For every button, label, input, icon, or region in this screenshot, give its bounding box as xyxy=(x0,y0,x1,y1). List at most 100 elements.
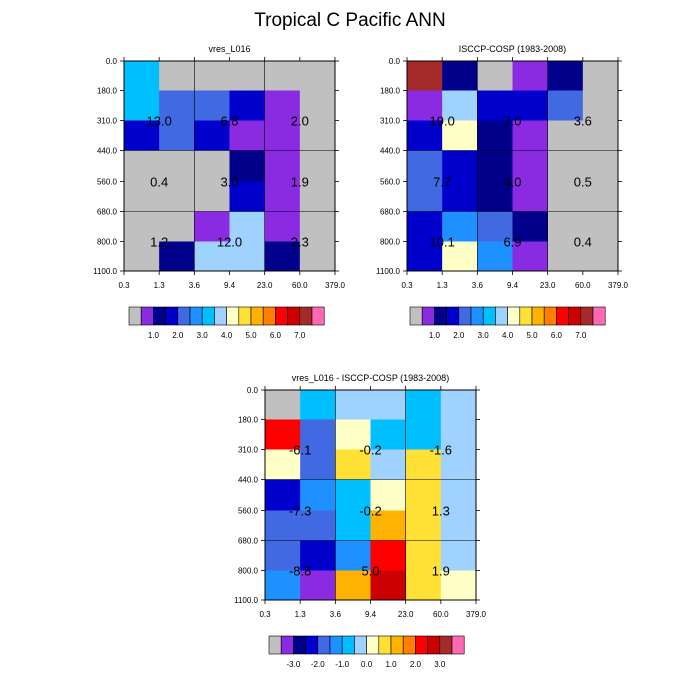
cell-annotation: 1.9 xyxy=(291,175,309,190)
colorbar-swatch xyxy=(451,635,465,655)
colorbar-label: 0.0 xyxy=(361,660,373,669)
colorbar-swatch xyxy=(366,635,380,655)
panel-title: vres_L016 - ISCCP-COSP (1983-2008) xyxy=(292,373,449,383)
x-tick-label: 23.0 xyxy=(540,281,556,290)
cell-annotation: 0.4 xyxy=(574,235,592,250)
heatmap-cell xyxy=(442,90,478,121)
heatmap-cell xyxy=(547,241,584,272)
heatmap-cell xyxy=(229,120,265,151)
heatmap-cell xyxy=(547,211,584,242)
heatmap-cell xyxy=(229,241,265,272)
y-tick-label: 0.0 xyxy=(106,57,118,66)
heatmap-cell xyxy=(300,540,336,571)
colorbar-label: -3.0 xyxy=(287,660,301,669)
heatmap-cell xyxy=(194,150,230,182)
heatmap-cell xyxy=(264,181,301,212)
heatmap-cell xyxy=(124,211,160,242)
heatmap-cell xyxy=(299,61,336,91)
heatmap-cell xyxy=(370,449,406,480)
heatmap-cell xyxy=(547,90,584,121)
cell-annotation: 7.0 xyxy=(503,114,521,129)
heatmap-cell xyxy=(477,211,513,242)
cell-annotation: 3.6 xyxy=(574,114,592,129)
cell-annotation: 2.3 xyxy=(291,235,309,250)
heatmap-cell xyxy=(442,241,478,272)
heatmap-cell xyxy=(440,479,477,511)
heatmap-cell xyxy=(370,540,406,571)
heatmap-cell xyxy=(405,419,442,450)
heatmap-cell xyxy=(264,120,301,151)
heatmap-cell xyxy=(477,90,513,121)
heatmap-cell xyxy=(264,90,301,121)
x-tick-label: 9.4 xyxy=(224,281,236,290)
heatmap-cell xyxy=(335,479,371,511)
heatmap-cell xyxy=(300,479,336,511)
heatmap-cell xyxy=(405,479,442,511)
x-tick-label: 0.3 xyxy=(401,281,413,290)
colorbar-swatch xyxy=(329,635,343,655)
heatmap-cell xyxy=(582,211,619,242)
y-tick-label: 180.0 xyxy=(380,87,401,96)
heatmap-cell xyxy=(299,120,336,151)
cell-annotation: 13.0 xyxy=(147,114,172,129)
colorbar-swatch xyxy=(317,635,331,655)
y-tick-label: 680.0 xyxy=(97,208,118,217)
heatmap-cell xyxy=(300,510,336,541)
heatmap-cell xyxy=(440,510,477,541)
heatmap-cell xyxy=(440,570,477,601)
heatmap-cell xyxy=(335,419,371,450)
heatmap-cell xyxy=(442,120,478,151)
heatmap-cell xyxy=(194,241,230,272)
heatmap-cell xyxy=(407,181,443,212)
cell-annotation: 4.0 xyxy=(503,175,521,190)
x-tick-label: 1.3 xyxy=(437,281,449,290)
x-tick-label: 3.6 xyxy=(189,281,201,290)
y-tick-label: 310.0 xyxy=(238,446,259,455)
colorbar-label: 6.0 xyxy=(270,331,282,340)
heatmap-cell xyxy=(405,510,442,541)
colorbar-swatch xyxy=(592,306,606,326)
heatmap-cell xyxy=(265,570,301,601)
colorbar-swatch xyxy=(305,635,319,655)
heatmap-cell xyxy=(405,390,442,420)
heatmap-cell xyxy=(512,120,548,151)
x-tick-label: 9.4 xyxy=(365,610,377,619)
heatmap-cell xyxy=(440,390,477,420)
heatmap-cell xyxy=(124,181,160,212)
heatmap-cell xyxy=(194,61,230,91)
x-tick-label: 1.3 xyxy=(154,281,166,290)
y-tick-label: 800.0 xyxy=(380,238,401,247)
heatmap-cell xyxy=(194,120,230,151)
heatmap-cell xyxy=(547,181,584,212)
heatmap-cell xyxy=(264,150,301,182)
x-tick-label: 23.0 xyxy=(398,610,414,619)
cell-annotation: -8.8 xyxy=(289,564,311,579)
y-tick-label: 310.0 xyxy=(380,117,401,126)
heatmap-cell xyxy=(300,419,336,450)
heatmap-cell xyxy=(442,150,478,182)
heatmap-cell xyxy=(370,479,406,511)
heatmap-cell xyxy=(159,211,195,242)
colorbar-swatch xyxy=(415,635,428,655)
heatmap-cell xyxy=(264,211,301,242)
x-tick-label: 3.6 xyxy=(330,610,342,619)
colorbar-label: 1.0 xyxy=(148,331,160,340)
heatmap-cell xyxy=(370,419,406,450)
colorbar-swatch xyxy=(427,635,441,655)
x-tick-label: 60.0 xyxy=(433,610,449,619)
heatmap-cell xyxy=(335,510,371,541)
y-tick-label: 1100.0 xyxy=(93,267,117,276)
heatmap-cell xyxy=(405,570,442,601)
cell-annotation: 10.1 xyxy=(430,235,455,250)
colorbar-label: 3.0 xyxy=(197,331,209,340)
y-tick-label: 680.0 xyxy=(380,208,401,217)
heatmap-cell xyxy=(407,120,443,151)
heatmap-cell xyxy=(407,211,443,242)
colorbar-swatch xyxy=(293,635,306,655)
heatmap-cell xyxy=(229,90,265,121)
heatmap-cell xyxy=(124,241,160,272)
heatmap-cell xyxy=(194,181,230,212)
heatmap-cell xyxy=(335,570,371,601)
